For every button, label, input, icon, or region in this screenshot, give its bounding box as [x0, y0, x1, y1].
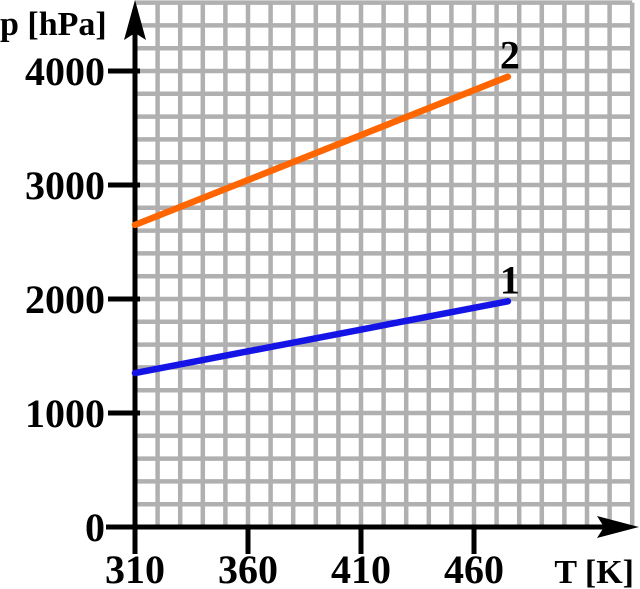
x-tick-label: 410 [331, 547, 391, 589]
series-label-1: 1 [500, 257, 520, 302]
y-tick-label: 2000 [25, 277, 105, 322]
grid-lines [135, 0, 635, 527]
data-lines: 12 [131, 33, 520, 377]
series-label-2: 2 [500, 33, 520, 78]
x-tick-label: 360 [218, 547, 278, 589]
y-tick-label: 0 [85, 505, 105, 550]
series-line-2 [131, 73, 512, 229]
y-tick-label: 3000 [25, 163, 105, 208]
x-tick-label: 310 [105, 547, 165, 589]
x-tick-label: 460 [444, 547, 504, 589]
x-axis-label: T [K] [554, 554, 634, 589]
tick-marks-and-labels: 0 1000 2000 3000 4000 310 360 410 460 [25, 49, 504, 589]
x-axis-arrow-icon [597, 516, 639, 538]
y-axis-arrow-icon [124, 0, 146, 40]
y-axis-label: p [hPa] [0, 6, 107, 43]
y-tick-label: 1000 [25, 391, 105, 436]
series-line-1 [131, 298, 512, 377]
axes [106, 0, 639, 538]
y-tick-label: 4000 [25, 49, 105, 94]
